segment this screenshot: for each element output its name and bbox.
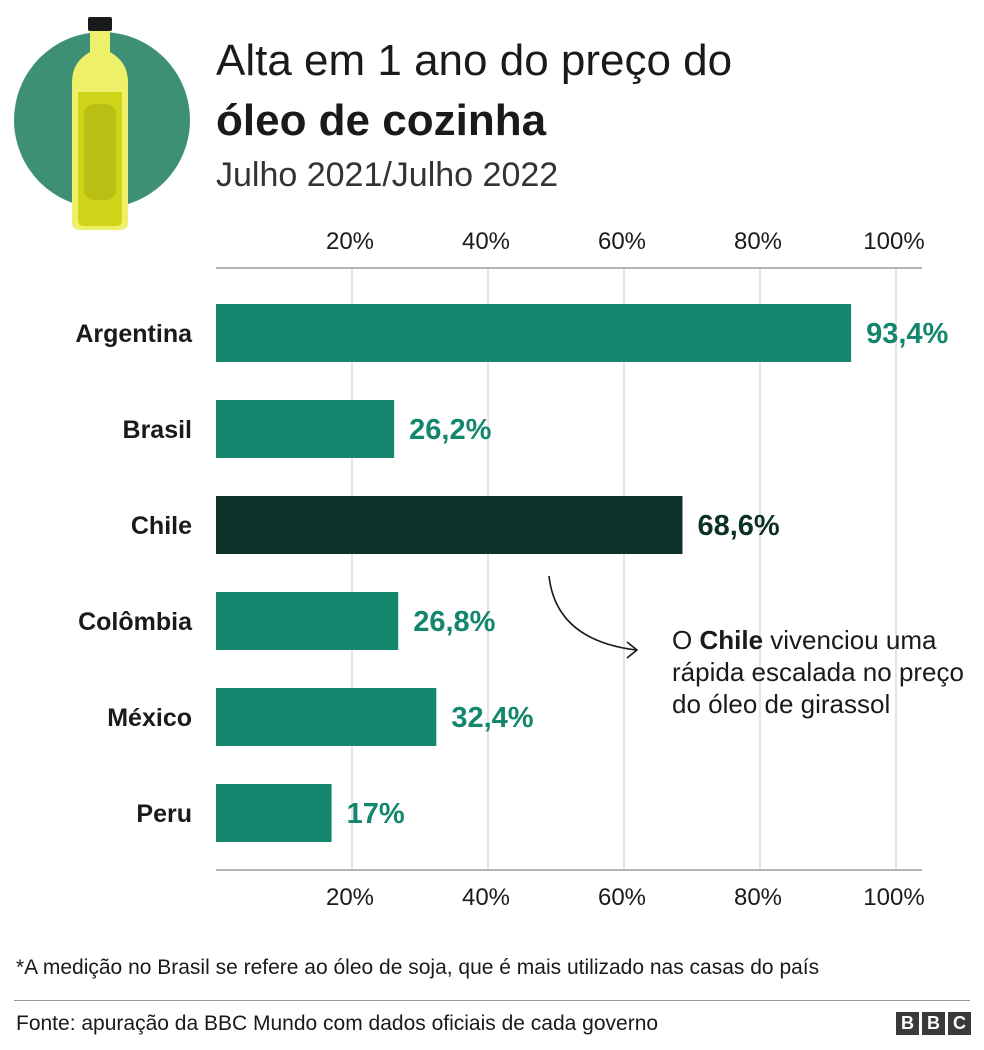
annotation-bold: Chile — [699, 625, 764, 655]
divider — [14, 1000, 970, 1001]
bbc-logo: B B C — [896, 1012, 971, 1035]
x-tick-label-top: 80% — [734, 228, 782, 255]
annotation-text: vivenciou uma rápida escalada no preço d… — [672, 625, 964, 719]
x-axis: 20% 20% 40% 40% 60% 60% 80% 80% 100% 100% — [216, 228, 925, 911]
bbc-logo-letter: B — [896, 1012, 919, 1035]
chart-title-line1: Alta em 1 ano do preço do — [216, 36, 733, 85]
value-label: 68,6% — [697, 510, 779, 542]
category-label: Peru — [136, 800, 192, 828]
x-tick-label-top: 60% — [598, 228, 646, 255]
value-label: 26,2% — [409, 414, 491, 446]
value-label: 17% — [347, 798, 405, 830]
x-tick-label-top: 40% — [462, 228, 510, 255]
x-tick-label-bottom: 100% — [863, 884, 924, 911]
bbc-logo-letter: B — [922, 1012, 945, 1035]
value-label: 93,4% — [866, 318, 948, 350]
annotation-prefix: O — [672, 625, 693, 655]
chile-annotation: O Chile vivenciou uma rápida escalada no… — [672, 624, 972, 720]
category-label: Colômbia — [78, 608, 193, 636]
bar — [216, 400, 395, 458]
bar — [216, 496, 683, 554]
value-label: 32,4% — [451, 702, 533, 734]
category-labels: Argentina Brasil Chile Colômbia México Peru — [75, 320, 193, 828]
value-labels: 93,4% 26,2% 68,6% 26,8% 32,4% 17% — [347, 318, 949, 830]
chart-title-line2: óleo de cozinha — [216, 96, 547, 145]
chart-subtitle: Julho 2021/Julho 2022 — [216, 156, 559, 194]
x-tick-label-bottom: 60% — [598, 884, 646, 911]
bar — [216, 592, 399, 650]
x-tick-label-bottom: 80% — [734, 884, 782, 911]
bars — [216, 304, 852, 842]
x-tick-label-top: 100% — [863, 228, 924, 255]
category-label: Brasil — [123, 416, 192, 444]
footnote: *A medição no Brasil se refere ao óleo d… — [16, 956, 820, 979]
bar — [216, 304, 852, 362]
oil-bottle-icon — [14, 17, 190, 230]
value-label: 26,8% — [413, 606, 495, 638]
x-tick-label-bottom: 20% — [326, 884, 374, 911]
gridlines — [351, 268, 897, 870]
annotation-arrowhead — [626, 641, 639, 659]
source-note: Fonte: apuração da BBC Mundo com dados o… — [16, 1012, 659, 1035]
bbc-logo-letter: C — [948, 1012, 971, 1035]
category-label: México — [107, 704, 192, 732]
bar — [216, 688, 437, 746]
annotation-arrow — [548, 575, 637, 651]
category-label: Chile — [131, 512, 192, 540]
x-tick-label-bottom: 40% — [462, 884, 510, 911]
category-label: Argentina — [75, 320, 193, 348]
x-tick-label-top: 20% — [326, 228, 374, 255]
bar — [216, 784, 332, 842]
